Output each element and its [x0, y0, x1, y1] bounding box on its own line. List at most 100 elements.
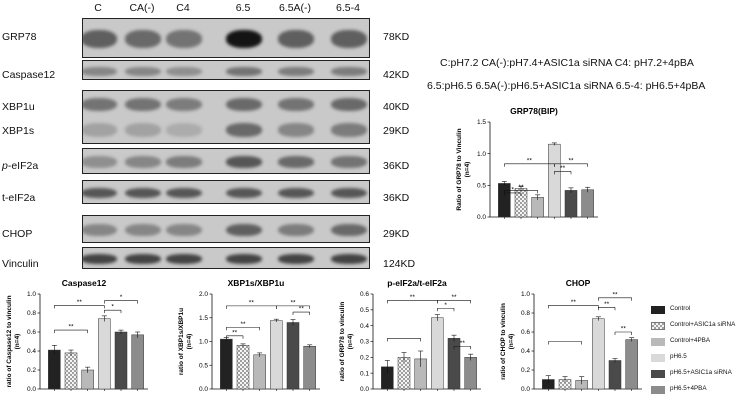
bar [464, 357, 477, 390]
significance-bracket: ** [292, 306, 310, 316]
protein-band [331, 156, 367, 168]
y-axis-label-n: (n=4) [186, 334, 193, 350]
significance-bracket [387, 338, 421, 342]
y-tick-label: 0.8 [521, 310, 530, 317]
y-tick-label: 0.0 [199, 386, 208, 393]
significance-label: ** [451, 294, 457, 301]
bar [236, 345, 250, 390]
y-axis-label: Ratio of GRP78 to Vinculin [456, 128, 463, 210]
legend-swatch [651, 386, 665, 394]
significance-bracket: ** [548, 299, 599, 309]
y-tick-label: 0.5 [199, 362, 208, 369]
lane-header: C [94, 2, 102, 14]
protein-band [226, 223, 262, 237]
bar [64, 352, 78, 390]
molecular-weight-label: 40KD [383, 101, 410, 113]
significance-label: ** [249, 299, 255, 306]
protein-band [226, 156, 262, 168]
protein-band [83, 156, 117, 168]
molecular-weight-label: 29KD [383, 228, 410, 240]
legend-label: pH6.5 [670, 353, 687, 360]
protein-band [166, 123, 202, 137]
y-tick-label: 1.0 [477, 151, 486, 158]
significance-bracket: ** [504, 157, 555, 167]
bar [48, 349, 61, 390]
significance-label: ** [410, 294, 416, 301]
protein-band [278, 66, 314, 76]
y-tick-label: 1.0 [27, 291, 36, 298]
protein-band [166, 66, 202, 76]
significance-label: ** [290, 299, 296, 306]
blot-row-label: p-eIF2a [2, 160, 39, 172]
protein-band [166, 156, 202, 168]
lane-header: 6.5 [235, 2, 251, 14]
molecular-weight-label: 36KD [383, 192, 410, 204]
legend-label: pH6.5+4PBA [670, 385, 707, 392]
protein-band [331, 254, 367, 264]
y-tick-label: 0.0 [521, 386, 530, 393]
protein-band [278, 187, 314, 199]
significance-bracket: ** [387, 294, 438, 304]
y-tick-label: 0.0 [360, 386, 369, 393]
significance-label: * [511, 186, 514, 193]
bar [625, 339, 638, 390]
legend-swatch [651, 322, 665, 330]
chart-xbp1s-xbp1u: XBP1s/XBP1u ratio of XBP1s/XBP1u (n=4) 0.0 0… [172, 272, 322, 410]
significance-bracket: ** [554, 165, 572, 175]
bar [131, 334, 144, 390]
significance-bracket: ** [453, 340, 471, 350]
chart-title: Caspase12 [62, 278, 107, 288]
y-axis-label-n: (n=4) [347, 334, 354, 350]
legend-label: Control+4PBA [670, 337, 711, 344]
bar [531, 197, 544, 218]
significance-label: ** [604, 301, 610, 308]
protein-band [166, 254, 202, 264]
legend-swatch [651, 354, 665, 362]
y-tick-label: 0.4 [521, 348, 530, 355]
legend-label: pH6.5+ASIC1a siRNA [670, 369, 732, 376]
significance-label: ** [68, 324, 74, 331]
chart-grp78: GRP78(BIP) Ratio of GRP78 to Vinculin (n=4… [450, 100, 600, 238]
protein-band [125, 123, 161, 137]
blot-strip [82, 90, 370, 144]
significance-bracket: ** [598, 301, 616, 311]
bar [253, 354, 266, 390]
bar [220, 338, 233, 390]
legend-label: Control [670, 305, 691, 312]
bar [564, 190, 578, 218]
y-axis-label: ratio of Caspase12 to vinculin [6, 295, 13, 387]
significance-bracket: * [437, 302, 455, 312]
blot-strip [82, 148, 370, 174]
protein-band [278, 254, 314, 264]
y-axis-label: ratio of CHOP to vinculin [500, 303, 507, 380]
y-tick-label: 0.2 [27, 367, 36, 374]
chart-p-eif2a-t-eif2a: p-eIF2a/t-eIF2a ratio of GRP78 to vinculi… [333, 272, 483, 410]
blot-strip [82, 247, 370, 269]
y-axis-label: ratio of GRP78 to vinculin [339, 302, 346, 381]
y-tick-label: 2.0 [199, 291, 208, 298]
significance-label: ** [621, 326, 627, 333]
y-tick-label: 0.3 [360, 339, 369, 346]
y-tick-label: 1.5 [477, 119, 486, 126]
y-tick-label: 0.1 [360, 370, 369, 377]
molecular-weight-label: 36KD [383, 160, 410, 172]
significance-bracket: ** [437, 294, 471, 304]
protein-band [226, 254, 262, 264]
protein-band [278, 156, 314, 168]
blot-row-label: CHOP [2, 228, 33, 240]
significance-label: ** [560, 165, 566, 172]
significance-bracket: ** [276, 299, 310, 309]
protein-band [125, 97, 161, 112]
protein-band [125, 254, 161, 264]
protein-band [166, 30, 202, 48]
y-tick-label: 0.2 [360, 355, 369, 362]
bar [114, 331, 128, 390]
y-tick-label: 0.0 [27, 386, 36, 393]
y-axis-label: ratio of XBP1s/XBP1u [178, 308, 185, 375]
y-tick-label: 0.4 [27, 348, 36, 355]
protein-band [83, 66, 117, 76]
blot-row-label: Vinculin [2, 258, 39, 270]
y-tick-label: 1.0 [521, 291, 530, 298]
chart-chop: CHOP ratio of CHOP to vinculin (n=4) 0.0 0.2… [494, 272, 644, 410]
protein-band [278, 97, 314, 112]
